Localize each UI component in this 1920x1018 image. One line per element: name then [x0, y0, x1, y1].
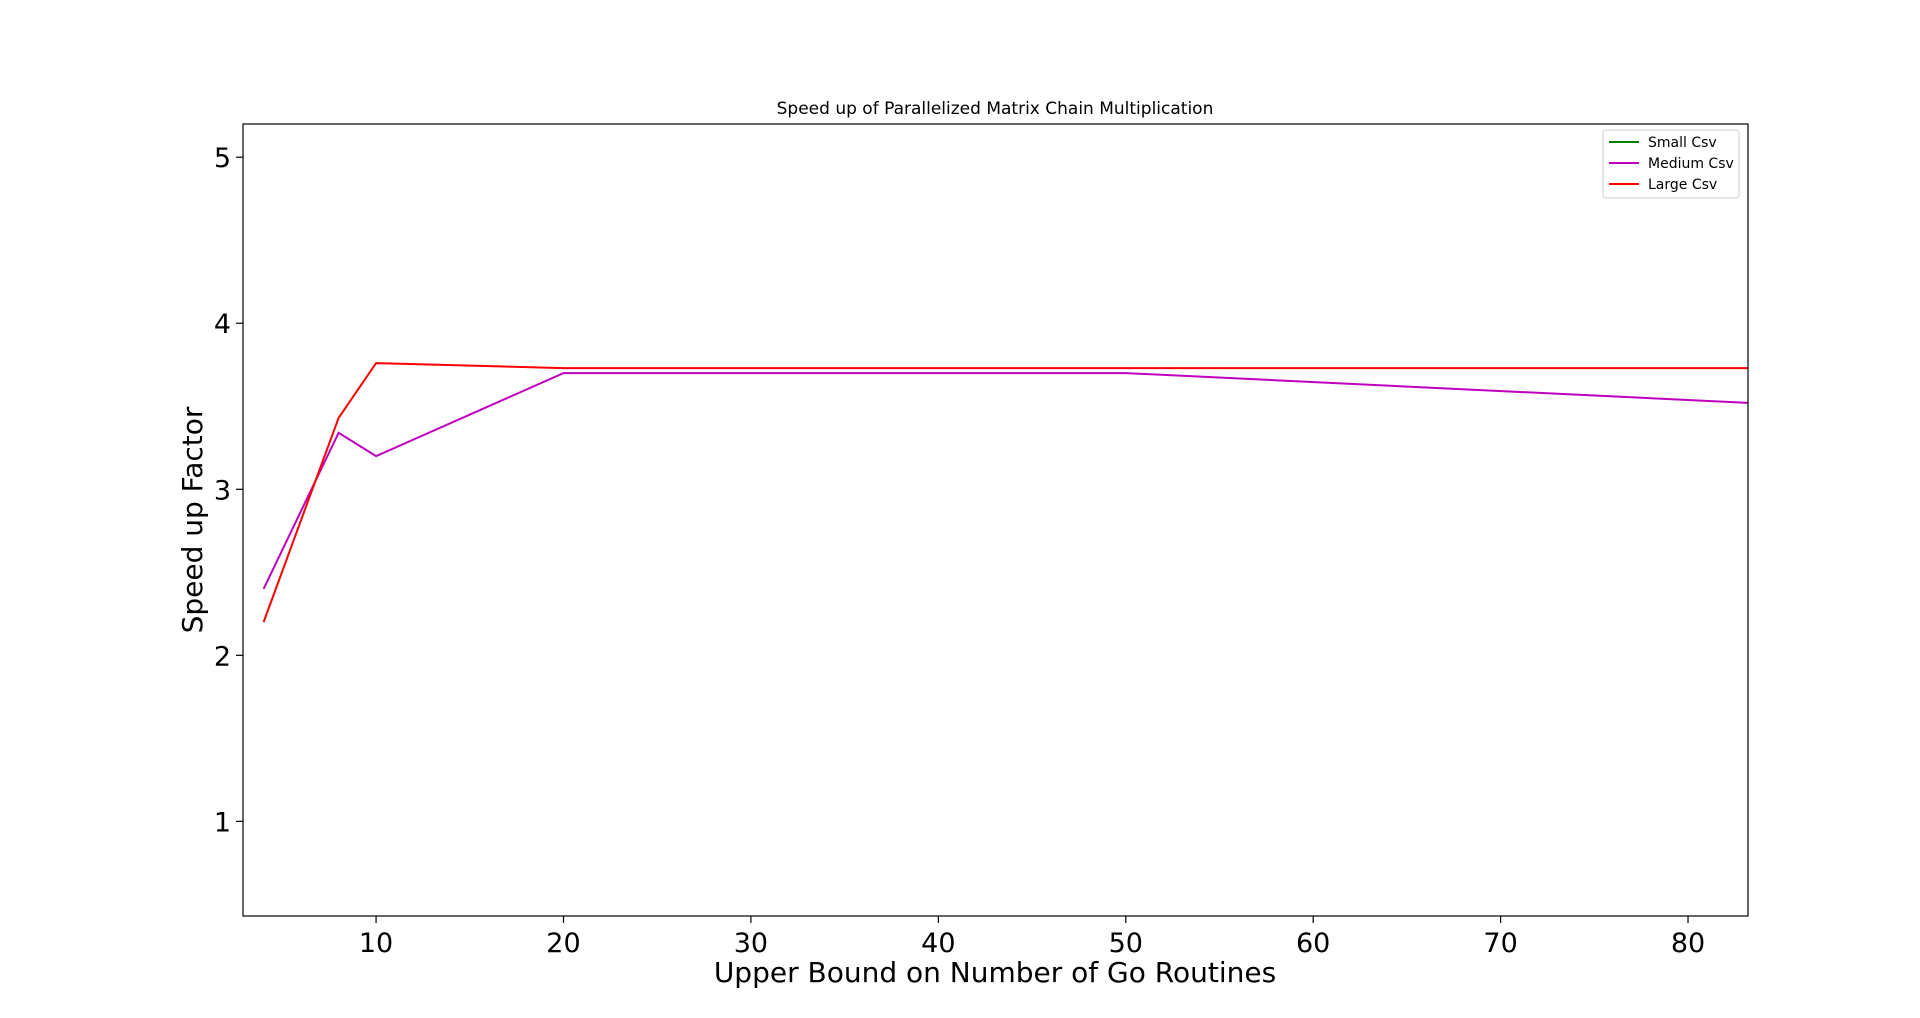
y-axis-label: Speed up Factor	[176, 406, 209, 633]
series-line-large-csv	[262, 362, 1748, 623]
y-tick-label: 2	[214, 641, 231, 672]
legend-box	[1602, 129, 1740, 199]
y-tick-label: 1	[214, 807, 231, 838]
y-tick-label: 4	[214, 309, 231, 340]
x-tick-label: 70	[1483, 928, 1517, 959]
x-tick-label: 50	[1109, 928, 1143, 959]
legend-label: Small Csv	[1648, 135, 1717, 151]
x-axis-label: Upper Bound on Number of Go Routines	[714, 956, 1276, 989]
x-tick-label: 30	[734, 928, 768, 959]
x-tick-label: 20	[546, 928, 580, 959]
legend-label: Large Csv	[1648, 177, 1717, 193]
series-layer	[262, 362, 1748, 623]
chart-title: Speed up of Parallelized Matrix Chain Mu…	[777, 99, 1214, 119]
x-tick-label: 40	[921, 928, 955, 959]
x-tick-label: 60	[1296, 928, 1330, 959]
y-tick-label: 3	[214, 475, 231, 506]
plot-frame	[242, 123, 1749, 917]
y-axis: 1 2 3 4 5	[214, 143, 243, 838]
legend-label: Medium Csv	[1648, 156, 1734, 172]
y-tick-label: 5	[214, 143, 231, 174]
x-axis: 10 20 30 40 50 60 70 80	[359, 916, 1705, 959]
legend: Small Csv Medium Csv Large Csv	[1602, 129, 1740, 199]
x-tick-label: 80	[1671, 928, 1705, 959]
x-tick-label: 10	[359, 928, 393, 959]
series-line-medium-csv	[262, 372, 1748, 590]
